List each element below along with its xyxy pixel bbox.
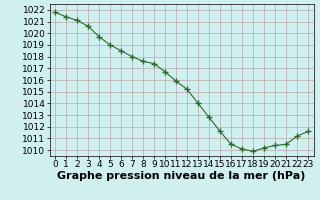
X-axis label: Graphe pression niveau de la mer (hPa): Graphe pression niveau de la mer (hPa) xyxy=(57,171,306,181)
